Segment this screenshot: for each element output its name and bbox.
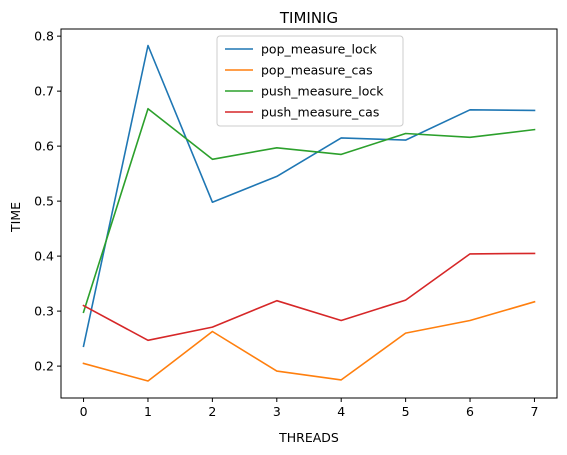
legend: pop_measure_lock pop_measure_cas push_meas… xyxy=(216,35,404,127)
legend-entry: push_measure_lock xyxy=(261,84,384,99)
x-tick-label: 4 xyxy=(337,404,345,419)
x-axis-label: THREADS xyxy=(278,430,339,445)
plot-lines xyxy=(82,44,536,382)
x-tick-label: 5 xyxy=(402,404,410,419)
y-tick-label: 0.3 xyxy=(34,304,54,319)
x-tick-label: 0 xyxy=(80,404,88,419)
series-line-pop-measure-lock xyxy=(82,44,536,348)
legend-entry: pop_measure_lock xyxy=(261,42,378,57)
y-tick-label: 0.8 xyxy=(34,29,54,44)
y-tick-label: 0.4 xyxy=(34,249,54,264)
x-tick-label: 1 xyxy=(144,404,152,419)
x-tick-label: 7 xyxy=(530,404,538,419)
y-tick-label: 0.7 xyxy=(34,84,54,99)
plot-frame xyxy=(60,28,558,399)
chart-title: TIMINIG xyxy=(279,9,338,27)
y-tick-label: 0.2 xyxy=(34,359,54,374)
series-line-pop-measure-cas xyxy=(82,300,536,382)
series-line-push-measure-cas xyxy=(82,252,536,342)
y-axis-label: TIME xyxy=(8,202,23,233)
series-line-push-measure-lock xyxy=(82,107,536,314)
legend-box xyxy=(216,35,404,127)
x-tick-label: 6 xyxy=(466,404,474,419)
y-tick-label: 0.5 xyxy=(34,194,54,209)
legend-entry: push_measure_cas xyxy=(261,105,379,120)
x-tick-label: 3 xyxy=(273,404,281,419)
legend-entry: pop_measure_cas xyxy=(261,63,373,78)
axis-ticks: 0 1 2 3 4 5 6 7 0.2 0.3 0.4 0.5 0.6 0.7 0.8 xyxy=(34,29,538,419)
y-tick-label: 0.6 xyxy=(34,139,54,154)
x-tick-label: 2 xyxy=(208,404,216,419)
